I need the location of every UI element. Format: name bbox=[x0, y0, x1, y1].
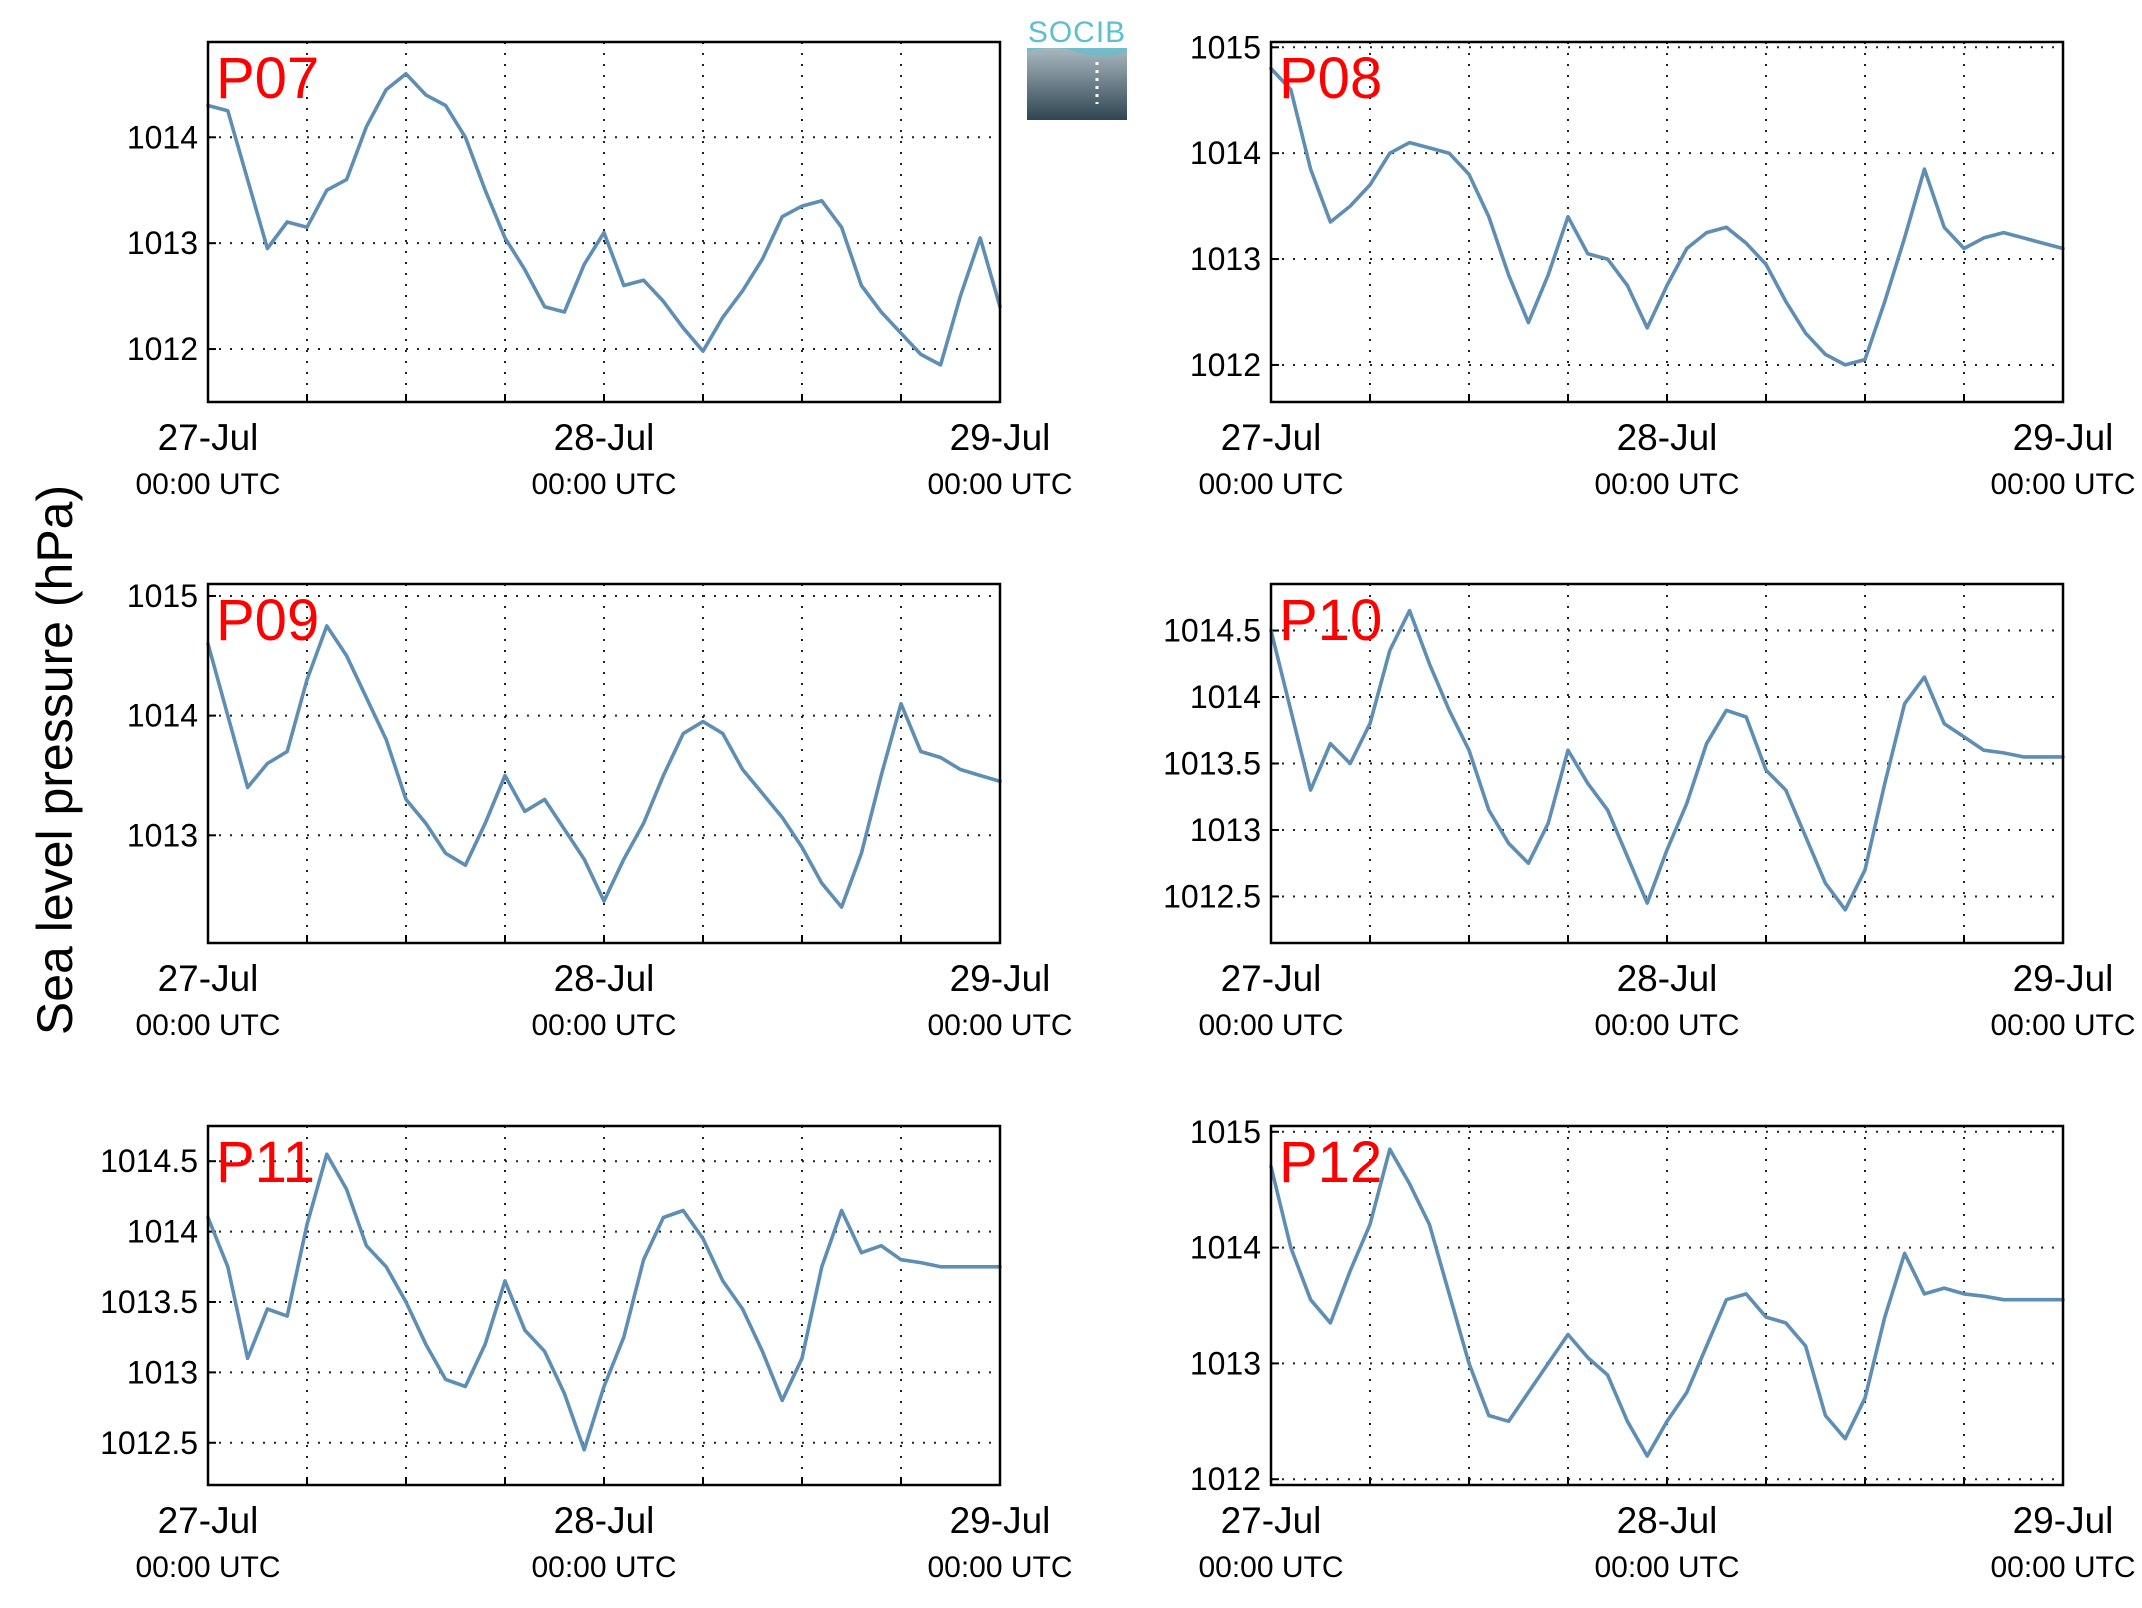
x-tick-date-label: 29-Jul bbox=[2013, 1500, 2114, 1541]
x-tick-time-label: 00:00 UTC bbox=[1198, 468, 1343, 501]
pressure-line-p11 bbox=[206, 1152, 1002, 1452]
x-tick-date-label: 27-Jul bbox=[1221, 1500, 1322, 1541]
x-tick-time-label: 00:00 UTC bbox=[531, 468, 676, 501]
y-tick-label: 1012 bbox=[127, 331, 198, 367]
y-tick-label: 1012 bbox=[1190, 347, 1261, 383]
x-tick-time-label: 00:00 UTC bbox=[135, 1551, 280, 1584]
x-tick-date-label: 29-Jul bbox=[2013, 417, 2114, 458]
plot-frame bbox=[1269, 40, 2065, 404]
y-tick-label: 1013 bbox=[127, 225, 198, 261]
x-tick-time-label: 00:00 UTC bbox=[531, 1009, 676, 1042]
x-tick-time-label: 00:00 UTC bbox=[927, 1551, 1072, 1584]
y-tick-label: 1014 bbox=[1190, 679, 1261, 715]
x-tick-date-label: 28-Jul bbox=[1617, 417, 1718, 458]
plot-frame bbox=[206, 1124, 1002, 1487]
socib-logo-band bbox=[1027, 48, 1127, 120]
station-label: P12 bbox=[1279, 1130, 1382, 1195]
station-label: P11 bbox=[216, 1130, 315, 1195]
y-tick-label: 1013 bbox=[127, 817, 198, 853]
x-tick-date-label: 28-Jul bbox=[554, 1500, 655, 1541]
x-tick-date-label: 29-Jul bbox=[2013, 958, 2114, 999]
y-tick-label: 1013 bbox=[1190, 241, 1261, 277]
x-tick-time-label: 00:00 UTC bbox=[927, 1009, 1072, 1042]
pressure-line-p09 bbox=[206, 624, 1002, 909]
panels: 1012 1013 1014 P07 27-Jul 00:00 UTC 28-Jul 00:0… bbox=[100, 29, 2135, 1584]
panel-p10: 1012.5 1013 1013.5 1014 1014.5 P10 27-Jul 00:00… bbox=[1163, 582, 2136, 1042]
x-tick-time-label: 00:00 UTC bbox=[135, 468, 280, 501]
socib-logo-text: SOCIB bbox=[1028, 16, 1126, 49]
x-tick-time-label: 00:00 UTC bbox=[1594, 468, 1739, 501]
pressure-line-p12 bbox=[1269, 1147, 2065, 1458]
x-tick-time-label: 00:00 UTC bbox=[927, 468, 1072, 501]
x-tick-time-label: 00:00 UTC bbox=[1990, 1009, 2135, 1042]
plot-frame bbox=[206, 582, 1002, 945]
x-tick-time-label: 00:00 UTC bbox=[531, 1551, 676, 1584]
x-tick-time-label: 00:00 UTC bbox=[1990, 1551, 2135, 1584]
x-tick-date-label: 27-Jul bbox=[158, 958, 259, 999]
x-tick-date-label: 27-Jul bbox=[1221, 958, 1322, 999]
x-tick-date-label: 27-Jul bbox=[158, 417, 259, 458]
x-tick-date-label: 27-Jul bbox=[1221, 417, 1322, 458]
station-label: P09 bbox=[216, 588, 319, 653]
y-tick-label: 1012.5 bbox=[1163, 878, 1261, 914]
panel-p12: 1012 1013 1014 1015 P12 27-Jul 00:00 UTC 28-Jul… bbox=[1190, 1114, 2136, 1584]
x-tick-date-label: 29-Jul bbox=[950, 958, 1051, 999]
y-axis-label: Sea level pressure (hPa) bbox=[27, 485, 83, 1035]
plot-frame bbox=[1269, 1124, 2065, 1487]
y-tick-label: 1012 bbox=[1190, 1461, 1261, 1497]
y-tick-label: 1013 bbox=[127, 1354, 198, 1390]
pressure-line-p08 bbox=[1269, 66, 2065, 367]
panel-p08: 1012 1013 1014 1015 P08 27-Jul 00:00 UTC 28-Jul… bbox=[1190, 29, 2136, 501]
station-label: P08 bbox=[1279, 46, 1382, 111]
plot-frame bbox=[206, 40, 1002, 404]
y-tick-label: 1014 bbox=[127, 698, 198, 734]
x-tick-date-label: 28-Jul bbox=[1617, 1500, 1718, 1541]
x-tick-time-label: 00:00 UTC bbox=[1594, 1551, 1739, 1584]
panel-p09: 1013 1014 1015 P09 27-Jul 00:00 UTC 28-Jul 00:0… bbox=[127, 578, 1073, 1042]
y-tick-label: 1014 bbox=[127, 119, 198, 155]
x-tick-time-label: 00:00 UTC bbox=[135, 1009, 280, 1042]
x-tick-date-label: 28-Jul bbox=[1617, 958, 1718, 999]
y-tick-label: 1014 bbox=[1190, 135, 1261, 171]
y-tick-label: 1012.5 bbox=[100, 1425, 198, 1461]
station-label: P10 bbox=[1279, 588, 1382, 653]
x-tick-date-label: 27-Jul bbox=[158, 1500, 259, 1541]
x-tick-date-label: 28-Jul bbox=[554, 417, 655, 458]
x-tick-time-label: 00:00 UTC bbox=[1990, 468, 2135, 501]
y-tick-label: 1013 bbox=[1190, 1345, 1261, 1381]
station-label: P07 bbox=[216, 46, 319, 111]
y-tick-label: 1014 bbox=[127, 1214, 198, 1250]
y-tick-label: 1013 bbox=[1190, 812, 1261, 848]
y-tick-label: 1014.5 bbox=[1163, 613, 1261, 649]
y-tick-label: 1014.5 bbox=[100, 1143, 198, 1179]
y-tick-label: 1013.5 bbox=[100, 1284, 198, 1320]
y-tick-label: 1015 bbox=[127, 578, 198, 614]
pressure-line-p07 bbox=[206, 72, 1002, 367]
y-tick-label: 1013.5 bbox=[1163, 746, 1261, 782]
x-tick-date-label: 29-Jul bbox=[950, 1500, 1051, 1541]
x-tick-time-label: 00:00 UTC bbox=[1198, 1551, 1343, 1584]
pressure-line-p10 bbox=[1269, 608, 2065, 912]
y-tick-label: 1014 bbox=[1190, 1230, 1261, 1266]
y-tick-label: 1015 bbox=[1190, 29, 1261, 65]
x-tick-time-label: 00:00 UTC bbox=[1594, 1009, 1739, 1042]
x-tick-date-label: 28-Jul bbox=[554, 958, 655, 999]
x-tick-time-label: 00:00 UTC bbox=[1198, 1009, 1343, 1042]
socib-logo: SOCIB bbox=[1027, 16, 1127, 120]
plot-frame bbox=[1269, 582, 2065, 945]
panel-p11: 1012.5 1013 1013.5 1014 1014.5 P11 27-Jul 00:00… bbox=[100, 1124, 1073, 1584]
socib-logo-wave bbox=[1027, 48, 1127, 56]
panel-p07: 1012 1013 1014 P07 27-Jul 00:00 UTC 28-Jul 00:0… bbox=[127, 40, 1073, 501]
x-tick-date-label: 29-Jul bbox=[950, 417, 1051, 458]
y-tick-label: 1015 bbox=[1190, 1114, 1261, 1150]
